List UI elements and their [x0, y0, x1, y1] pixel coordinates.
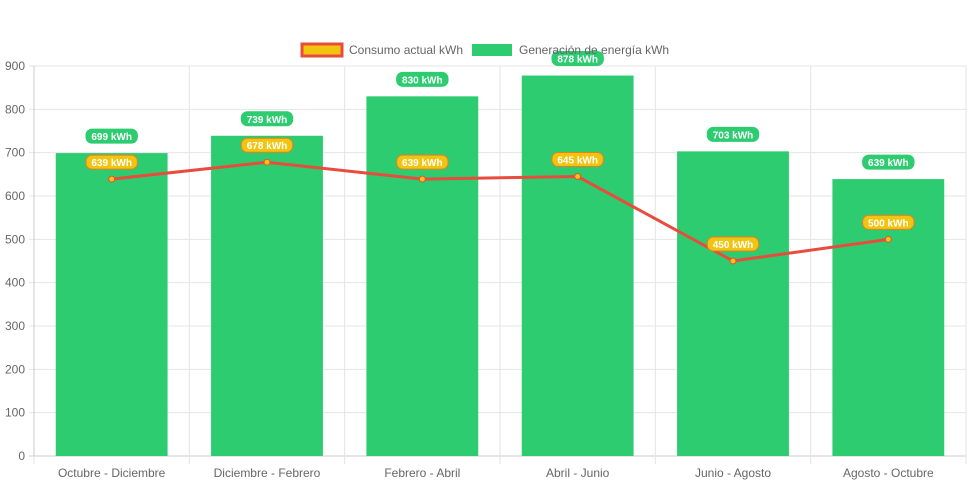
y-tick-label: 600 — [5, 189, 25, 203]
x-tick-label: Junio - Agosto — [695, 466, 771, 480]
line-data-label-bg — [862, 214, 915, 230]
y-tick-label: 300 — [5, 319, 25, 333]
line-data-label: 500 kWh — [868, 218, 909, 229]
line-point — [884, 235, 892, 243]
line-data-label-bg — [85, 154, 138, 170]
y-tick-label: 200 — [5, 362, 25, 376]
line-series — [111, 160, 889, 263]
line-point — [729, 257, 737, 265]
bar-data-label-bg — [551, 51, 604, 67]
legend-label-generacion: Generación de energía kWh — [519, 43, 669, 57]
y-tick-label: 900 — [5, 59, 25, 73]
y-tick-label: 100 — [5, 406, 25, 420]
line-data-label-bg — [240, 137, 294, 153]
bar-data-label: 830 kWh — [402, 75, 443, 86]
line-data-label: 678 kWh — [247, 141, 288, 152]
x-tick-label: Octubre - Diciembre — [58, 466, 166, 480]
bar-data-label-bg — [85, 128, 138, 144]
y-tick-label: 400 — [5, 276, 25, 290]
bar-data-label-bg — [862, 154, 915, 170]
legend-swatch-consumo — [300, 42, 344, 58]
line-data-label-bg — [396, 154, 449, 170]
bar-data-label: 739 kWh — [247, 115, 288, 126]
bar-data-label-bg — [396, 71, 449, 87]
x-tick-label: Febrero - Abril — [384, 466, 460, 480]
line-data-label: 639 kWh — [91, 158, 132, 169]
bar — [677, 151, 789, 456]
line-point — [263, 158, 271, 166]
bar — [366, 96, 479, 456]
bar-data-label: 699 kWh — [91, 132, 132, 143]
x-tick-label: Diciembre - Febrero — [214, 466, 321, 480]
legend-swatch-generacion — [472, 44, 512, 56]
bar-data-label-bg — [240, 111, 294, 127]
bar — [521, 75, 634, 457]
line-data-label-bg — [551, 152, 604, 167]
x-tick-label: Agosto - Octubre — [843, 466, 934, 480]
bar — [55, 153, 168, 456]
x-tick-label: Abril - Junio — [546, 466, 610, 480]
legend-label-consumo: Consumo actual kWh — [349, 43, 463, 57]
line-point — [418, 175, 426, 183]
bar-data-label: 703 kWh — [713, 130, 754, 141]
y-tick-label: 800 — [5, 102, 25, 116]
line-point — [108, 175, 116, 183]
y-tick-label: 500 — [5, 232, 25, 246]
line-data-label-bg — [706, 236, 760, 252]
bar — [211, 135, 323, 456]
line-data-label: 450 kWh — [713, 240, 754, 251]
bar-data-label: 878 kWh — [557, 55, 598, 66]
bar-data-label: 639 kWh — [868, 158, 909, 169]
y-tick-label: 0 — [18, 449, 25, 463]
line-data-label: 645 kWh — [557, 156, 598, 167]
line-point — [574, 173, 582, 180]
y-tick-label: 700 — [5, 146, 25, 160]
bar-data-label-bg — [706, 126, 760, 142]
line-data-label: 639 kWh — [402, 158, 443, 169]
